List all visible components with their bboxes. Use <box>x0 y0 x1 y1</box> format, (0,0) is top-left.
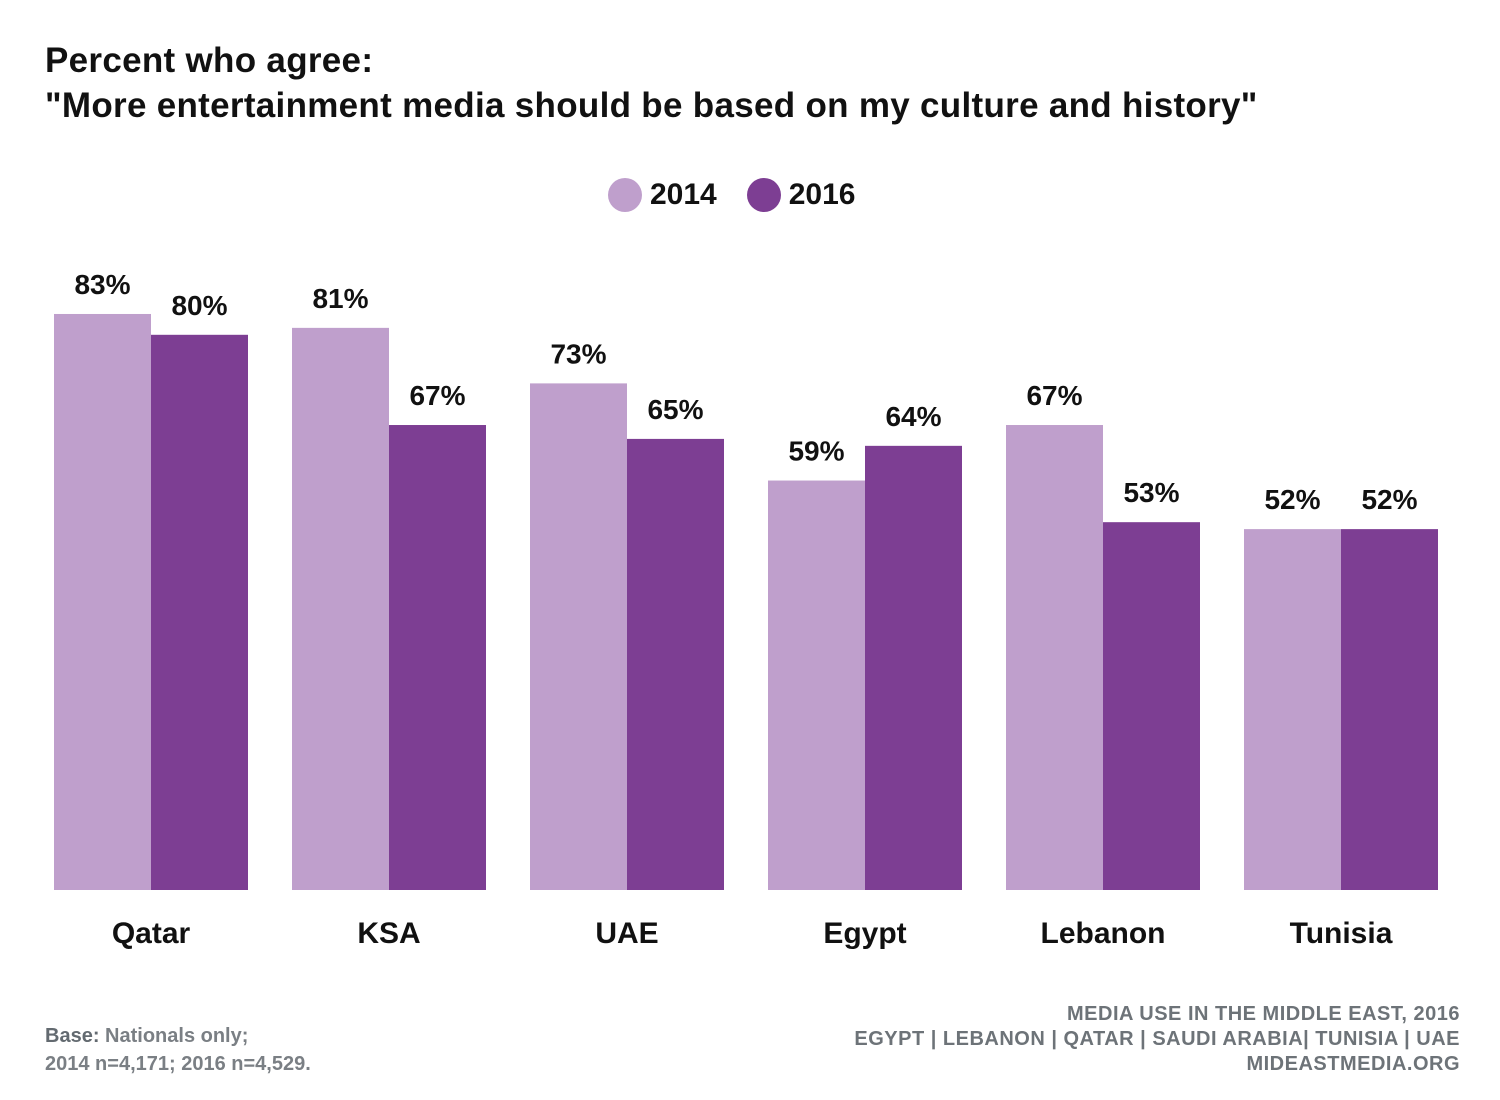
legend-swatch-2016 <box>746 178 781 212</box>
data-label-lebanon-2016: 53% <box>1123 477 1179 508</box>
data-label-egypt-2016: 64% <box>885 401 941 432</box>
category-label-ksa: KSA <box>357 917 420 950</box>
legend-label-2016: 2016 <box>788 178 856 211</box>
source-note: MEDIA USE IN THE MIDDLE EAST, 2016 EGYPT… <box>854 1002 1460 1077</box>
bar-chart: 83% 80% Qatar 81% 67% KSA 73% 65% UAE 59% 64% Egypt… <box>54 269 1438 950</box>
base-note-text: Nationals only; <box>99 1025 249 1047</box>
data-label-tunisia-2016: 52% <box>1361 484 1417 515</box>
bar-uae-2014 <box>530 383 627 890</box>
category-label-qatar: Qatar <box>112 917 191 950</box>
data-label-egypt-2014: 59% <box>788 436 844 467</box>
data-label-qatar-2016: 80% <box>171 290 227 321</box>
legend: 2014 2016 <box>608 178 886 212</box>
data-label-lebanon-2014: 67% <box>1026 380 1082 411</box>
legend-label-2014: 2014 <box>650 178 717 211</box>
chart-title-line2: "More entertainment media should be base… <box>45 86 1258 125</box>
legend-item-2016: 2016 <box>746 178 856 212</box>
bar-tunisia-2014 <box>1244 529 1341 890</box>
base-note: Base: Nationals only; 2014 n=4,171; 2016… <box>45 1022 311 1078</box>
bar-egypt-2014 <box>768 480 865 890</box>
bar-egypt-2016 <box>865 445 962 890</box>
data-label-ksa-2014: 81% <box>312 283 368 314</box>
chart-title-line1: Percent who agree: <box>45 41 374 80</box>
category-label-lebanon: Lebanon <box>1041 917 1166 950</box>
legend-item-2014: 2014 <box>608 178 717 212</box>
bar-uae-2016 <box>627 438 724 890</box>
base-note-line2: 2014 n=4,171; 2016 n=4,529. <box>45 1053 311 1075</box>
category-label-uae: UAE <box>595 917 658 950</box>
data-label-uae-2016: 65% <box>647 394 703 425</box>
data-label-uae-2014: 73% <box>550 338 606 369</box>
source-line3: MIDEASTMEDIA.ORG <box>1246 1053 1460 1075</box>
bar-qatar-2016 <box>151 334 248 890</box>
bar-qatar-2014 <box>54 313 151 891</box>
bar-ksa-2016 <box>389 425 486 890</box>
data-label-qatar-2014: 83% <box>74 269 130 300</box>
bar-lebanon-2016 <box>1103 522 1200 890</box>
base-note-line1: Base: Nationals only; <box>45 1022 311 1050</box>
data-label-ksa-2016: 67% <box>409 380 465 411</box>
source-line2: EGYPT | LEBANON | QATAR | SAUDI ARABIA| … <box>854 1028 1460 1050</box>
source-line1: MEDIA USE IN THE MIDDLE EAST, 2016 <box>1067 1003 1460 1025</box>
legend-swatch-2014 <box>608 178 642 212</box>
chart-title: Percent who agree: "More entertainment m… <box>45 38 1258 128</box>
bar-lebanon-2014 <box>1006 425 1103 890</box>
category-label-egypt: Egypt <box>823 917 906 950</box>
category-label-tunisia: Tunisia <box>1290 917 1393 950</box>
bar-ksa-2014 <box>292 327 389 890</box>
base-note-key: Base: <box>45 1025 100 1047</box>
data-label-tunisia-2014: 52% <box>1264 484 1320 515</box>
bar-tunisia-2016 <box>1341 529 1438 890</box>
